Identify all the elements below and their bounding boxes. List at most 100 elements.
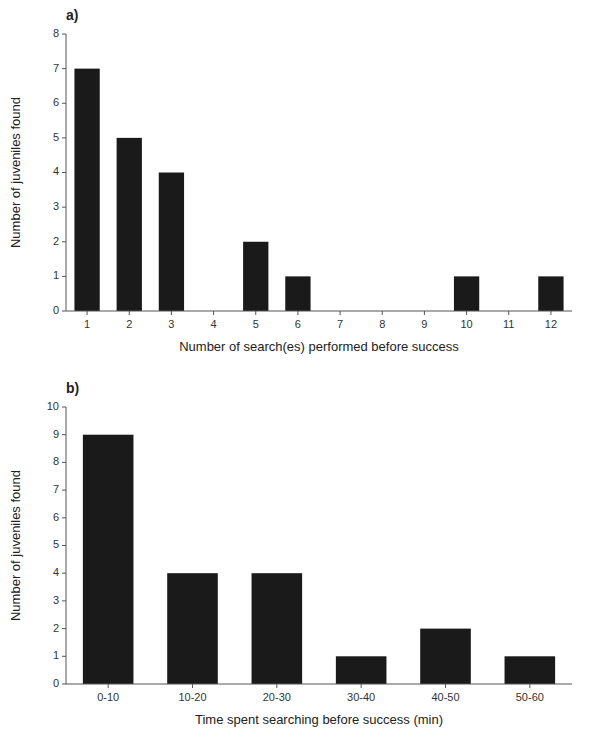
y-tick-label: 6	[53, 511, 59, 523]
x-tick-label: 10	[460, 318, 472, 330]
y-tick	[62, 407, 66, 408]
x-tick	[445, 684, 446, 688]
x-tick-label: 12	[545, 318, 557, 330]
bar	[243, 242, 268, 311]
y-tick-label: 9	[53, 428, 59, 440]
x-axis-line	[66, 311, 572, 312]
y-tick-label: 4	[53, 165, 59, 177]
x-axis: 123456789101112	[84, 311, 557, 330]
y-tick	[62, 137, 66, 138]
y-tick-label: 3	[53, 200, 59, 212]
y-tick-label: 5	[53, 131, 59, 143]
bar	[505, 656, 556, 684]
x-tick	[550, 311, 551, 315]
chart-container: 012345678123456789101112Number of search…	[0, 0, 594, 746]
y-tick	[62, 600, 66, 601]
y-tick	[62, 207, 66, 208]
x-tick-label: 40-50	[431, 691, 459, 703]
y-tick-label: 4	[53, 566, 59, 578]
x-axis-label: Time spent searching before success (min…	[195, 712, 443, 727]
y-tick	[62, 34, 66, 35]
bar	[420, 629, 471, 684]
x-tick	[529, 684, 530, 688]
y-axis: 012345678	[53, 27, 66, 316]
x-tick-label: 2	[126, 318, 132, 330]
x-tick-label: 0-10	[97, 691, 119, 703]
bars	[83, 435, 555, 684]
y-tick-label: 8	[53, 27, 59, 39]
bar	[117, 138, 142, 311]
x-tick-label: 6	[295, 318, 301, 330]
y-tick	[62, 684, 66, 685]
x-tick	[87, 311, 88, 315]
y-tick	[62, 103, 66, 104]
y-tick-label: 1	[53, 649, 59, 661]
y-tick-label: 8	[53, 455, 59, 467]
y-tick	[62, 68, 66, 69]
x-tick-label: 3	[168, 318, 174, 330]
bar	[538, 276, 563, 311]
x-axis-label: Number of search(es) performed before su…	[179, 339, 459, 354]
y-axis-line	[66, 407, 67, 684]
panel: 012345678123456789101112Number of search…	[8, 7, 572, 354]
y-axis-label: Number of juveniles found	[8, 97, 23, 248]
x-tick	[276, 684, 277, 688]
x-tick	[466, 311, 467, 315]
panel-label: a)	[66, 7, 78, 23]
y-tick	[62, 656, 66, 657]
y-tick-label: 6	[53, 96, 59, 108]
y-tick-label: 2	[53, 622, 59, 634]
bar	[285, 276, 310, 311]
x-axis-line	[66, 684, 572, 685]
x-tick	[171, 311, 172, 315]
x-tick	[255, 311, 256, 315]
bars	[74, 69, 563, 311]
x-tick-label: 8	[379, 318, 385, 330]
x-tick-label: 5	[253, 318, 259, 330]
bar	[336, 656, 387, 684]
x-tick	[192, 684, 193, 688]
y-axis: 012345678910	[47, 400, 66, 689]
x-tick	[297, 311, 298, 315]
x-tick	[108, 684, 109, 688]
x-axis: 0-10 10-20 20-30 30-40 40-50 50-60	[97, 684, 544, 703]
x-tick-label: 1	[84, 318, 90, 330]
x-tick	[382, 311, 383, 315]
x-tick	[361, 684, 362, 688]
x-tick-label: 4	[211, 318, 217, 330]
x-tick-label: 30-40	[347, 691, 375, 703]
bar	[74, 69, 99, 311]
y-tick	[62, 172, 66, 173]
y-tick-label: 7	[53, 483, 59, 495]
y-tick	[62, 573, 66, 574]
y-tick-label: 0	[53, 677, 59, 689]
y-tick	[62, 462, 66, 463]
y-tick	[62, 276, 66, 277]
y-tick	[62, 517, 66, 518]
x-tick-label: 10-20	[178, 691, 206, 703]
x-tick-label: 7	[337, 318, 343, 330]
panel: 0123456789100-1010-2020-3030-4040-5050-6…	[8, 380, 572, 727]
x-tick-label: 50-60	[516, 691, 544, 703]
x-tick	[340, 311, 341, 315]
y-tick	[62, 490, 66, 491]
bar	[83, 435, 134, 684]
y-tick-label: 3	[53, 594, 59, 606]
x-tick	[213, 311, 214, 315]
y-axis-label: Number of juveniles found	[8, 470, 23, 621]
bar	[159, 173, 184, 312]
chart-svg: 012345678123456789101112Number of search…	[0, 0, 594, 746]
y-axis-line	[66, 34, 67, 311]
x-tick-label: 9	[421, 318, 427, 330]
y-tick	[62, 434, 66, 435]
y-tick-label: 0	[53, 304, 59, 316]
x-tick	[129, 311, 130, 315]
panel-label: b)	[66, 380, 79, 396]
y-tick-label: 5	[53, 538, 59, 550]
x-tick-label: 11	[503, 318, 514, 330]
y-tick-label: 7	[53, 62, 59, 74]
x-tick-label: 20-30	[263, 691, 291, 703]
x-tick	[424, 311, 425, 315]
y-tick	[62, 311, 66, 312]
y-tick	[62, 628, 66, 629]
